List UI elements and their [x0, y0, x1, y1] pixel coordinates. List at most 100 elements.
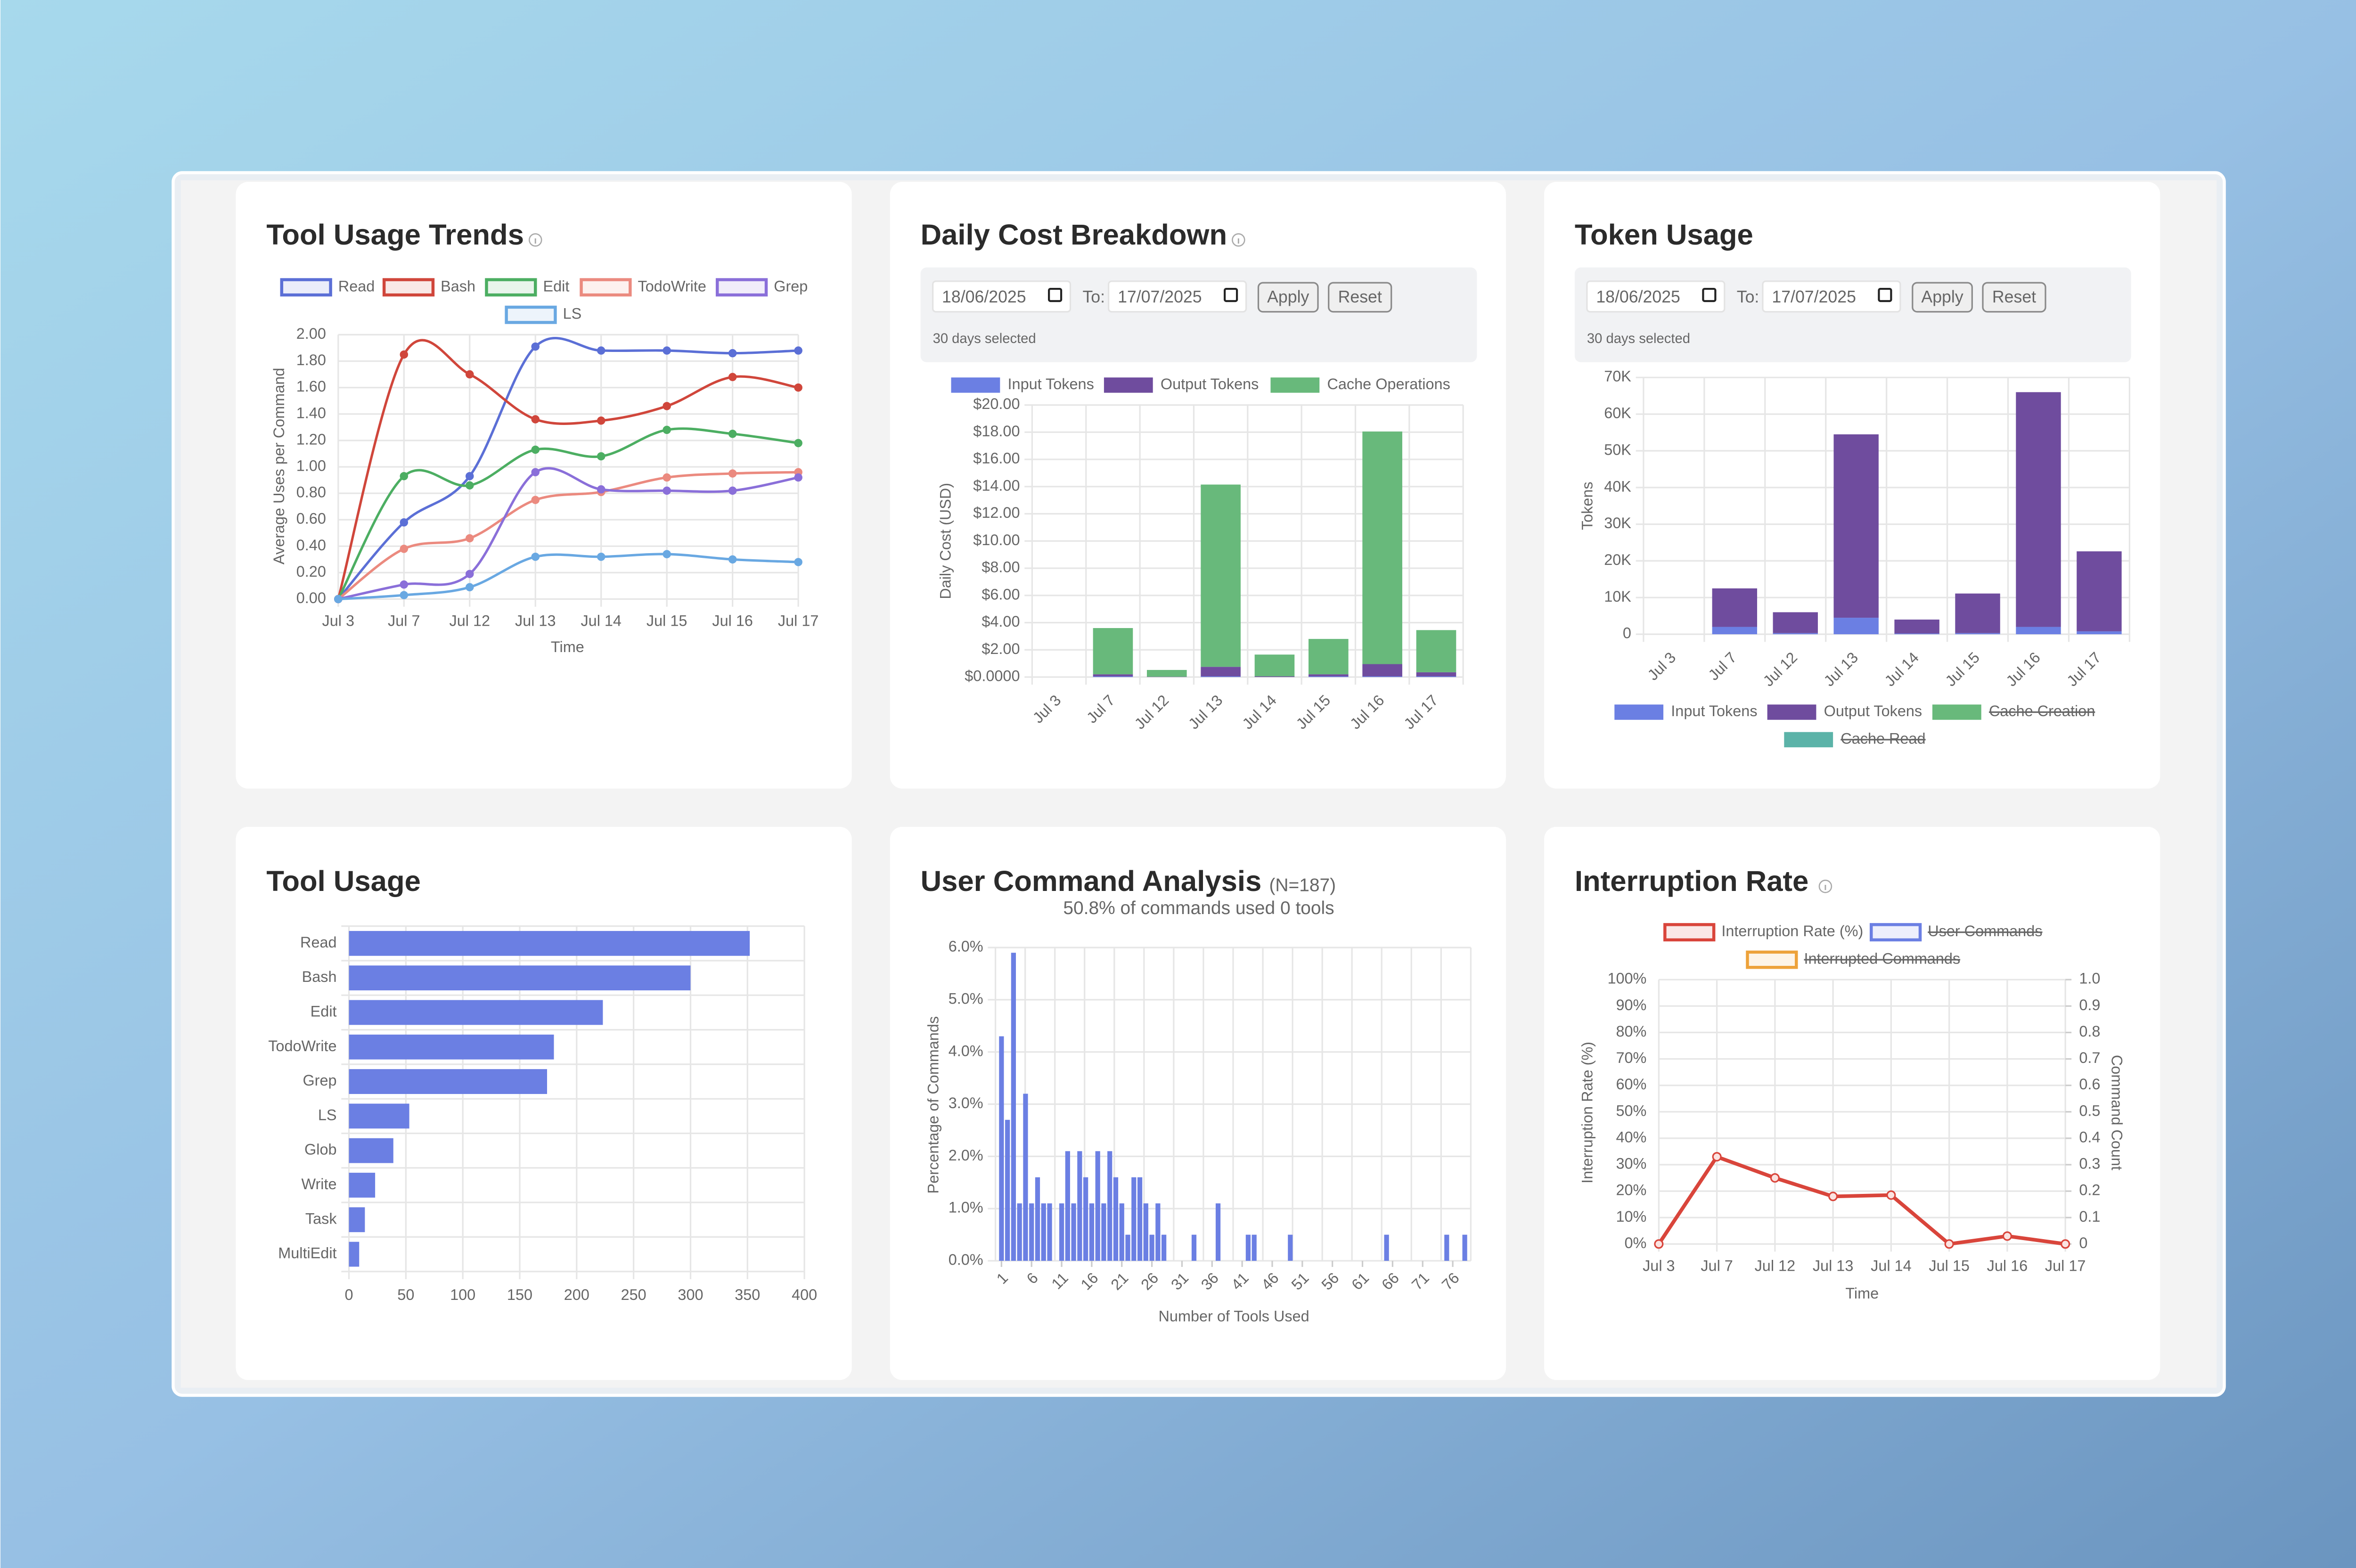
x-axis-label: Time: [1845, 1285, 1879, 1302]
legend-label: Cache Creation: [1989, 702, 2095, 719]
y-tick-label: $8.00: [982, 559, 1020, 576]
bar: [1035, 1177, 1040, 1261]
y-tick-label: Bash: [302, 968, 337, 985]
x-tick-label: Jul 7: [1701, 1258, 1733, 1274]
bar-segment: [2077, 551, 2122, 631]
apply-button[interactable]: [1257, 282, 1319, 313]
line-series: [337, 427, 799, 600]
legend-swatch: [1746, 950, 1798, 969]
legend-swatch: [1104, 377, 1153, 393]
y2-tick-label: 0.9: [2079, 996, 2100, 1013]
to-label: To:: [1737, 287, 1759, 306]
data-point: [400, 545, 409, 553]
legend-label: Cache Operations: [1327, 376, 1450, 392]
bar-segment: [2077, 631, 2122, 635]
x-axis-label: Time: [551, 638, 584, 655]
x-tick-label: Jul 12: [450, 612, 491, 629]
bar: [1143, 1203, 1148, 1261]
y-tick-label: 1.20: [296, 431, 326, 448]
bar-segment: [1309, 674, 1349, 677]
legend-swatch: [716, 278, 768, 297]
legend-swatch: [382, 278, 435, 297]
bar: [1023, 1094, 1028, 1261]
data-point: [400, 580, 409, 589]
y-tick-label: Task: [305, 1210, 337, 1227]
reset-button[interactable]: [1982, 282, 2046, 313]
bar: [1245, 1234, 1251, 1261]
y-tick-label: 3.0%: [949, 1094, 983, 1111]
data-point: [2061, 1239, 2070, 1249]
data-point: [597, 346, 605, 355]
y-tick-label: 1.0%: [949, 1199, 983, 1216]
data-point: [466, 583, 474, 592]
legend-swatch: [1784, 732, 1833, 748]
data-point: [334, 595, 343, 604]
bar-segment: [1894, 633, 1939, 635]
calendar-icon: [1048, 287, 1063, 302]
y-tick-label: $14.00: [973, 477, 1020, 494]
filter-status: 30 days selected: [933, 331, 1036, 346]
data-point: [531, 415, 540, 424]
bar-segment: [1201, 484, 1241, 667]
y-tick-label: 1.00: [296, 457, 326, 474]
y-tick-label: 0.20: [296, 563, 326, 580]
x-tick-label: Jul 16: [1987, 1258, 2028, 1274]
y-tick-label: LS: [318, 1106, 337, 1123]
y-tick-label: 20%: [1616, 1182, 1646, 1199]
data-point: [728, 469, 737, 478]
apply-button[interactable]: [1912, 282, 1973, 313]
y-tick-label: 70%: [1616, 1049, 1646, 1066]
y2-tick-label: 0.3: [2079, 1155, 2100, 1172]
bar: [1041, 1203, 1046, 1261]
legend-swatch: [485, 278, 537, 297]
legend-label: User Commands: [1928, 923, 2042, 939]
info-icon: [528, 233, 542, 247]
data-point: [794, 473, 802, 482]
bar-segment: [1362, 664, 1402, 677]
y-tick-label: 1.40: [296, 404, 326, 421]
info-icon: [1232, 233, 1245, 247]
data-point: [663, 486, 671, 495]
bar-segment: [1712, 588, 1758, 627]
bar: [1215, 1203, 1221, 1261]
data-point: [597, 485, 605, 494]
chart-title: User Command Analysis: [921, 865, 1262, 898]
reset-button[interactable]: [1328, 282, 1392, 313]
y-tick-label: 5.0%: [949, 990, 983, 1007]
x-tick-label: Jul 14: [1871, 1258, 1912, 1274]
chart-title-note: (N=187): [1269, 875, 1336, 896]
bar-segment: [1833, 618, 1879, 635]
y-tick-label: 0: [1623, 625, 1631, 642]
bar-segment: [1894, 619, 1939, 634]
card: [1544, 826, 2160, 1380]
chart-title: Daily Cost Breakdown: [921, 219, 1227, 251]
date-input-from-value: 18/06/2025: [942, 287, 1026, 306]
bar: [1011, 953, 1016, 1261]
x-tick-label: Jul 17: [778, 612, 819, 629]
info-icon: [1818, 880, 1832, 893]
apply-button-label[interactable]: Apply: [1267, 287, 1309, 306]
bar: [1017, 1203, 1022, 1261]
y-tick-label: 90%: [1616, 996, 1646, 1013]
reset-button-label[interactable]: Reset: [1992, 287, 2036, 306]
bar: [1083, 1177, 1088, 1261]
data-point: [466, 570, 474, 578]
bar: [349, 1069, 547, 1094]
y-tick-label: Glob: [304, 1141, 337, 1158]
y-tick-label: $18.00: [973, 423, 1020, 440]
x-tick-label: 100: [450, 1286, 475, 1303]
bar: [1029, 1203, 1034, 1261]
y-tick-label: 0%: [1625, 1234, 1647, 1251]
card: [236, 181, 852, 789]
bar-segment: [1362, 431, 1402, 664]
y-tick-label: 0.0%: [949, 1251, 983, 1268]
bar: [1077, 1151, 1082, 1261]
bar: [349, 1207, 365, 1233]
y2-tick-label: 0.7: [2079, 1049, 2100, 1066]
x-tick-label: Jul 14: [581, 612, 622, 629]
y-tick-label: 60%: [1616, 1076, 1646, 1093]
apply-button-label[interactable]: Apply: [1921, 287, 1963, 306]
date-input-from: [932, 280, 1072, 313]
calendar-icon: [1702, 287, 1717, 302]
reset-button-label[interactable]: Reset: [1338, 287, 1382, 306]
